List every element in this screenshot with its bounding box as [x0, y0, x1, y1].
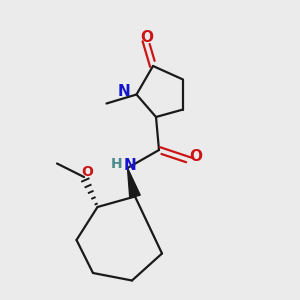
Text: N: N — [124, 158, 136, 173]
Text: N: N — [118, 84, 131, 99]
Text: O: O — [189, 149, 203, 164]
Text: H: H — [110, 158, 122, 171]
Text: O: O — [140, 30, 154, 45]
Polygon shape — [128, 168, 140, 198]
Text: O: O — [82, 165, 94, 178]
